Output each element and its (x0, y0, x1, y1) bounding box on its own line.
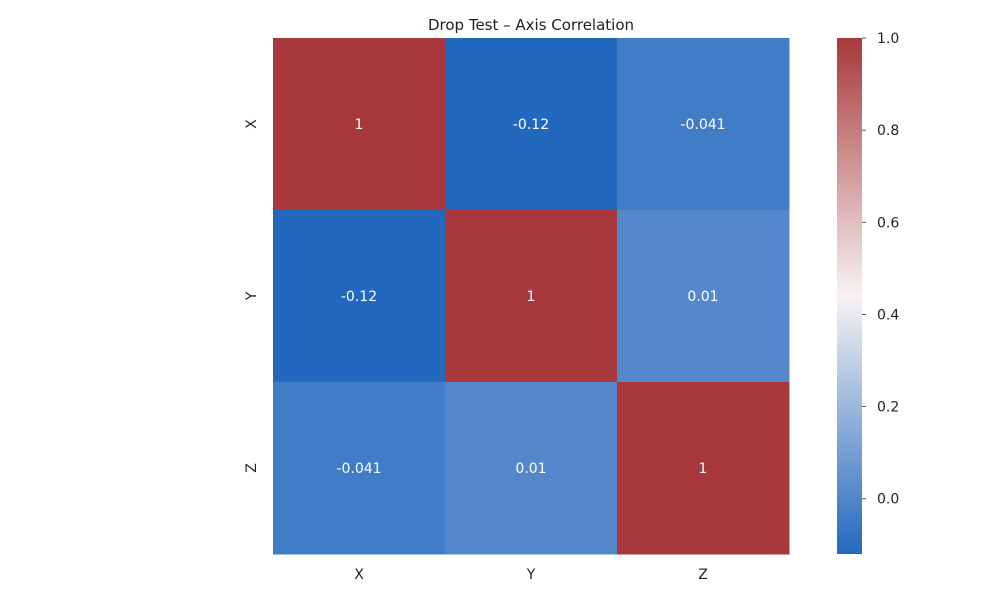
heatmap-cell-y-x (273, 210, 446, 383)
x-tick-label: Y (526, 567, 536, 583)
heatmap-cell-x-z (617, 38, 790, 211)
chart-title: Drop Test – Axis Correlation (428, 16, 634, 34)
colorbar-tick-label: 0.0 (877, 492, 899, 508)
cell-value-label: -0.041 (680, 117, 725, 133)
heatmap-cell-z-z (617, 382, 790, 555)
y-tick-label: Y (244, 291, 260, 301)
heatmap-cell-y-y (445, 210, 618, 383)
heatmap-cell-z-x (273, 382, 446, 555)
cell-value-label: -0.041 (336, 461, 381, 477)
y-tick-label: Z (244, 463, 260, 473)
y-tick-label: X (244, 119, 260, 129)
y-axis-ticks: X Y Z (244, 119, 260, 473)
colorbar-tick-label: 0.4 (877, 307, 899, 323)
cell-value-label: 1 (699, 461, 708, 477)
cell-value-label: -0.12 (513, 117, 549, 133)
heatmap-cells (273, 38, 790, 555)
cell-value-label: -0.12 (341, 289, 377, 305)
colorbar-tick-label: 1.0 (877, 31, 899, 47)
colorbar-gradient (837, 38, 862, 554)
heatmap-cell-x-y (445, 38, 618, 211)
colorbar-tick-label: 0.6 (877, 215, 899, 231)
cell-value-label: 1 (527, 289, 536, 305)
heatmap-cell-x-x (273, 38, 446, 211)
x-tick-label: Z (698, 567, 708, 583)
heatmap-cell-labels: 1 -0.12 -0.041 -0.12 1 0.01 -0.041 0.01 1 (336, 117, 725, 477)
x-axis-ticks: X Y Z (354, 567, 708, 583)
x-tick-label: X (354, 567, 364, 583)
heatmap-cell-y-z (617, 210, 790, 383)
cell-value-label: 1 (355, 117, 364, 133)
colorbar: 0.0 0.2 0.4 0.6 0.8 1.0 (837, 31, 899, 554)
colorbar-tick-label: 0.2 (877, 400, 899, 416)
cell-value-label: 0.01 (515, 461, 546, 477)
heatmap-cell-z-y (445, 382, 618, 555)
colorbar-tick-label: 0.8 (877, 123, 899, 139)
cell-value-label: 0.01 (687, 289, 718, 305)
